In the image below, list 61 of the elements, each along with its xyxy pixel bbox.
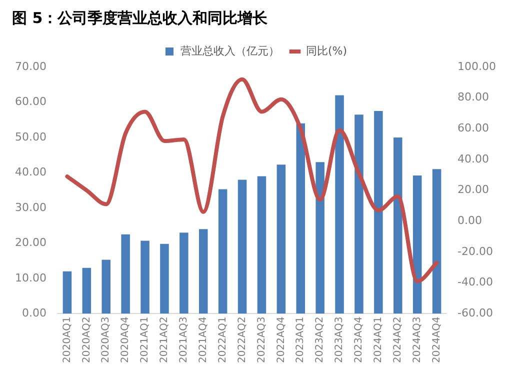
bar (432, 169, 442, 314)
bar (62, 271, 72, 314)
x-tick-label: 2023AQ4 (354, 316, 365, 364)
x-tick-label: 2024AQ3 (412, 316, 423, 364)
bar (121, 234, 130, 314)
x-tick-label: 2020AQ4 (120, 316, 132, 364)
bar (82, 268, 92, 314)
y-tick-label: 30.00 (14, 200, 46, 214)
y2-tick-label: 40.00 (458, 152, 490, 166)
x-tick-label: 2024AQ2 (392, 316, 404, 364)
bar (374, 111, 383, 314)
bar (160, 244, 169, 314)
x-tick-label: 2021AQ3 (178, 316, 190, 364)
y2-tick-label: -60.00 (458, 306, 493, 320)
bar (218, 189, 228, 314)
y-tick-label: 40.00 (14, 166, 46, 179)
y-tick-label: 20.00 (14, 236, 46, 250)
y2-tick-label: 20.00 (458, 183, 490, 196)
bar (102, 260, 110, 314)
x-tick-label: 2020AQ3 (100, 316, 112, 364)
x-tick-label: 2023AQ1 (295, 316, 306, 364)
legend-label: 同比(%) (306, 44, 348, 58)
x-tick-label: 2023AQ3 (334, 316, 346, 364)
bar (412, 176, 422, 314)
y2-tick-label: 60.00 (458, 122, 490, 135)
bar (257, 176, 266, 314)
x-tick-label: 2021AQ4 (198, 316, 209, 364)
y-tick-label: 50.00 (14, 130, 46, 144)
x-tick-label: 2021AQ2 (159, 316, 170, 364)
x-tick-label: 2023AQ2 (314, 316, 326, 364)
bar (180, 232, 188, 314)
x-tick-label: 2022AQ3 (256, 316, 268, 364)
x-tick-label: 2021AQ1 (140, 316, 151, 364)
bar (394, 137, 402, 314)
y2-tick-label: -20.00 (458, 244, 493, 258)
y2-tick-label: -40.00 (458, 276, 493, 289)
y-tick-label: 60.00 (14, 95, 46, 108)
line-series (65, 77, 439, 284)
x-tick-label: 2022AQ2 (236, 316, 248, 364)
legend-label: 营业总收入（亿元） (180, 44, 280, 58)
y-tick-label: 10.00 (14, 271, 46, 284)
bar (198, 229, 208, 314)
bar (296, 123, 306, 314)
bar (238, 180, 247, 314)
bar (276, 164, 286, 314)
y2-tick-label: 80.00 (458, 90, 490, 104)
x-tick-label: 2020AQ2 (81, 316, 92, 364)
bar (140, 240, 150, 314)
y2-tick-label: 0.00 (458, 214, 482, 228)
y-tick-label: 0.00 (22, 306, 46, 320)
x-tick-label: 2022AQ4 (276, 316, 287, 364)
chart-title: 图 5：公司季度营业总收入和同比增长 (12, 8, 269, 27)
x-tick-label: 2022AQ1 (217, 316, 228, 364)
y2-tick-label: 100.00 (458, 60, 496, 73)
y-tick-label: 70.00 (14, 60, 46, 73)
x-tick-label: 2020AQ1 (62, 316, 73, 364)
bar (354, 114, 364, 314)
bar (335, 95, 344, 314)
x-tick-label: 2024AQ1 (373, 316, 384, 364)
bar (316, 162, 324, 314)
x-tick-label: 2024AQ4 (431, 316, 442, 364)
